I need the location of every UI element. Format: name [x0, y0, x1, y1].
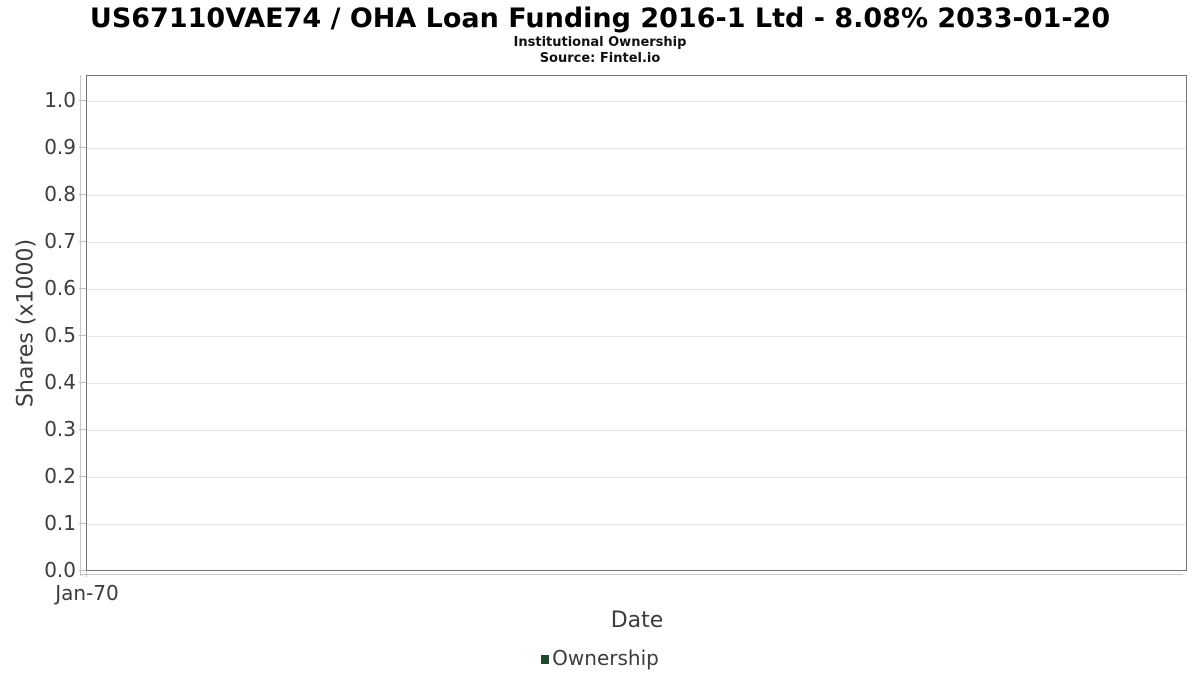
y-tick-label-1.0: 1.0 [44, 88, 76, 112]
y-tick-mark-0.9 [79, 147, 86, 148]
gridline-y-0.5 [87, 336, 1186, 337]
x-axis-label: Date [610, 608, 664, 633]
gridline-y-0.2 [87, 477, 1186, 478]
y-tick-label-0.5: 0.5 [44, 323, 76, 347]
legend: Ownership [0, 645, 1200, 671]
y-tick-label-0.6: 0.6 [44, 276, 76, 300]
gridline-y-0.1 [87, 524, 1186, 525]
y-tick-mark-0.7 [79, 241, 86, 242]
y-tick-label-0.4: 0.4 [44, 370, 76, 394]
gridline-y-1.0 [87, 101, 1186, 102]
y-tick-mark-0.4 [79, 382, 86, 383]
y-tick-mark-0.3 [79, 429, 86, 430]
chart-subtitle: Institutional Ownership [513, 35, 687, 50]
gridline-y-0.9 [87, 148, 1186, 149]
chart-source-credit: Source: Fintel.io [539, 51, 661, 66]
gridline-y-0.7 [87, 242, 1186, 243]
y-tick-mark-0.6 [79, 288, 86, 289]
bottom-offset-spine [80, 574, 1183, 575]
left-offset-spine [80, 75, 81, 576]
y-tick-label-0.8: 0.8 [44, 182, 76, 206]
ownership-legend-swatch-icon [541, 655, 550, 664]
chart-title: US67110VAE74 / OHA Loan Funding 2016-1 L… [89, 3, 1111, 34]
y-tick-mark-0.1 [79, 523, 86, 524]
y-tick-label-0.9: 0.9 [44, 135, 76, 159]
y-tick-mark-0.0 [79, 570, 86, 571]
y-tick-mark-0.5 [79, 335, 86, 336]
y-tick-mark-0.2 [79, 476, 86, 477]
ownership-legend-label: Ownership [552, 646, 659, 670]
y-tick-label-0.0: 0.0 [44, 558, 76, 582]
y-tick-mark-0.8 [79, 194, 86, 195]
y-tick-label-0.2: 0.2 [44, 464, 76, 488]
y-tick-mark-1.0 [79, 100, 86, 101]
gridline-y-0.4 [87, 383, 1186, 384]
x-tick-label: Jan-70 [55, 581, 119, 605]
gridline-y-0.3 [87, 430, 1186, 431]
y-axis-label: Shares (x1000) [13, 238, 39, 408]
x-tick-mark [86, 572, 87, 577]
y-tick-label-0.1: 0.1 [44, 511, 76, 535]
plot-area [86, 75, 1187, 571]
gridline-y-0.8 [87, 195, 1186, 196]
y-tick-label-0.7: 0.7 [44, 229, 76, 253]
gridline-y-0.6 [87, 289, 1186, 290]
y-tick-label-0.3: 0.3 [44, 417, 76, 441]
